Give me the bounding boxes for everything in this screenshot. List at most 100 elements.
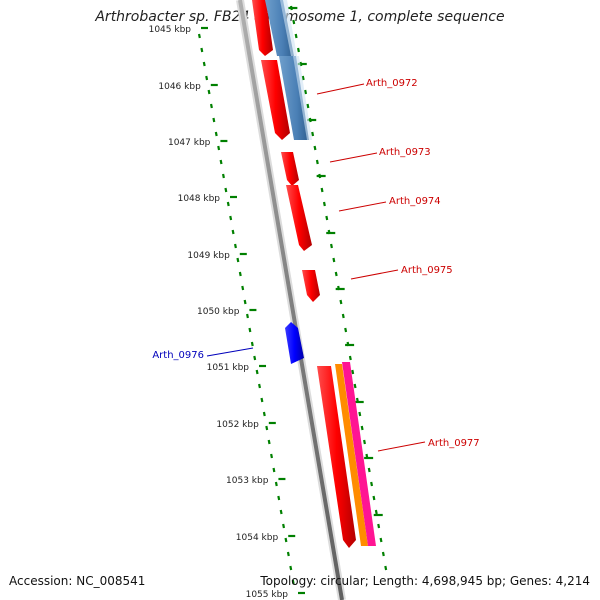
track-dot [297, 47, 300, 53]
ruler-label: 1050 kbp [197, 307, 240, 317]
ruler-dot [212, 117, 216, 123]
ruler-dot [219, 159, 223, 165]
track-dot [325, 215, 329, 221]
ruler-dot [274, 481, 278, 487]
gene-arth-0977[interactable] [317, 366, 356, 548]
ruler-label: 1053 kbp [226, 476, 269, 486]
gene-arth-0977-pink-track[interactable] [342, 362, 376, 546]
ruler-dot [260, 397, 264, 403]
track-dot [306, 103, 310, 109]
callout-line-arth-0976 [206, 347, 254, 357]
ruler-dot [272, 467, 276, 473]
ruler-dot [205, 75, 209, 81]
gene-arth-0977-orange-track[interactable] [335, 364, 368, 546]
track-dot [374, 509, 378, 515]
ruler-dot [262, 411, 266, 417]
track-dot [381, 551, 385, 557]
ruler-dot [229, 215, 233, 221]
track-dot [370, 481, 374, 487]
track-dot [353, 383, 357, 389]
ruler-dot [291, 579, 295, 585]
gene-label-arth-0974[interactable]: Arth_0974 [389, 196, 441, 207]
gene-label-arth-0977[interactable]: Arth_0977 [428, 438, 480, 449]
gene-label-arth-0973[interactable]: Arth_0973 [379, 147, 431, 158]
ruler-dot [238, 271, 242, 277]
ruler-label: 1049 kbp [187, 251, 230, 261]
ruler-dot [221, 173, 225, 179]
rna-track-upper[interactable] [265, 0, 294, 56]
rna-track-lower[interactable] [279, 56, 309, 140]
gene-arth-0976[interactable] [285, 322, 304, 364]
gene-arth-0973[interactable] [281, 152, 299, 186]
track-dot [372, 495, 376, 501]
rna-track-lower-shine [293, 56, 312, 140]
track-dot [348, 355, 352, 361]
track-dot [360, 425, 364, 431]
ruler-label: 1052 kbp [216, 420, 259, 430]
gene-label-arth-0976[interactable]: Arth_0976 [152, 350, 204, 361]
ruler-right [288, 5, 388, 571]
ruler-left: 1045 kbp 1046 kbp 1047 kbp 1048 kbp 1049 kbp… [149, 25, 305, 600]
ruler-label: 1048 kbp [178, 194, 221, 204]
ruler-dot [236, 257, 240, 263]
track-dot [294, 33, 298, 39]
ruler-dot [284, 537, 288, 543]
gene-arth-0972[interactable] [261, 60, 290, 140]
callout-line-arth-0973 [329, 152, 378, 163]
ruler-dot [279, 509, 283, 515]
gene-callouts: Arth_0972 Arth_0973 Arth_0974 Arth_0975 Arth… [152, 78, 480, 452]
gene-label-arth-0972[interactable]: Arth_0972 [366, 78, 418, 89]
ruler-label: 1055 kbp [246, 590, 289, 600]
ruler-dot [255, 369, 259, 375]
track-dot [320, 187, 324, 193]
ruler-dot [214, 131, 218, 137]
ruler-dot [197, 33, 201, 39]
ruler-dot [277, 495, 281, 501]
track-dot [341, 313, 345, 319]
ruler-label: 1045 kbp [149, 25, 192, 35]
track-dot [322, 201, 326, 207]
map-title: Arthrobacter sp. FB24 chromosome 1, comp… [95, 9, 505, 25]
track-dot [311, 131, 315, 137]
ruler-dot [248, 327, 252, 333]
gene-arth-0971[interactable] [252, 0, 273, 56]
ruler-dot [226, 201, 230, 207]
rna-track-upper-shine [280, 0, 297, 56]
track-dot [379, 537, 383, 543]
track-dot [363, 439, 366, 445]
track-dot [351, 369, 355, 375]
gene-arth-0974[interactable] [286, 185, 312, 251]
ruler-dot [200, 47, 204, 53]
ruler-dot [224, 187, 228, 193]
track-dot [304, 89, 308, 95]
feature-tracks [252, 0, 376, 548]
gene-arth-0975[interactable] [302, 270, 320, 302]
ruler-dot [234, 243, 237, 249]
ruler-label: 1046 kbp [158, 82, 201, 92]
track-dot [344, 327, 348, 333]
ruler-dot [209, 103, 213, 109]
genome-summary: Topology: circular; Length: 4,698,945 bp… [260, 574, 590, 588]
ruler-label: 1047 kbp [168, 138, 211, 148]
ruler-dot [270, 453, 274, 459]
gene-label-arth-0975[interactable]: Arth_0975 [401, 265, 453, 276]
track-dot [330, 243, 333, 249]
ruler-dot [253, 355, 257, 361]
track-dot [301, 75, 305, 81]
ruler-dot [258, 383, 261, 389]
track-dot [292, 19, 296, 25]
ruler-dot [286, 551, 290, 557]
ruler-label: 1051 kbp [207, 363, 250, 373]
track-dot [339, 299, 343, 305]
callout-line-arth-0972 [316, 83, 365, 95]
callout-line-arth-0975 [350, 269, 399, 280]
ruler-dot [289, 565, 293, 571]
ruler-dot [241, 285, 245, 291]
ruler-dot [231, 229, 235, 235]
ruler-dot [267, 439, 271, 445]
ruler-dot [217, 145, 221, 151]
callout-line-arth-0974 [338, 201, 387, 212]
ruler-dot [207, 89, 211, 95]
track-dot [358, 411, 362, 417]
